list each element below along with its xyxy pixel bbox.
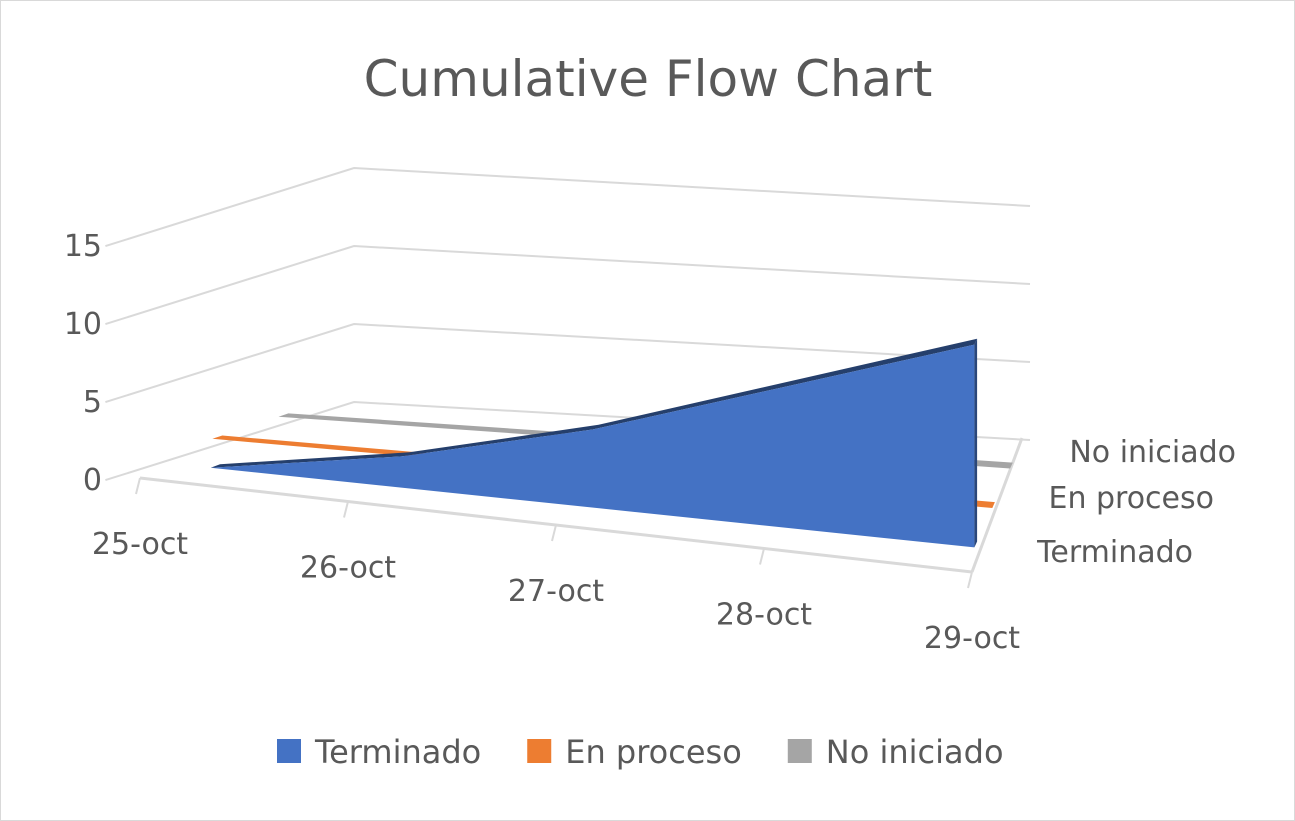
- front-series: [210, 338, 978, 548]
- y-axis-ticks: 0 5 10 15: [64, 229, 102, 498]
- series-area-terminado: [210, 344, 975, 548]
- legend-swatch: [527, 739, 552, 763]
- x-tick-label: 28-oct: [716, 598, 812, 633]
- legend-label: No iniciado: [826, 733, 1004, 771]
- x-tick-mark: [551, 524, 557, 542]
- legend-swatch: [787, 739, 812, 763]
- x-tick-label: 29-oct: [924, 621, 1020, 656]
- floor-axis: [135, 437, 1024, 589]
- x-tick-mark: [343, 501, 349, 518]
- x-tick-label: 26-oct: [300, 551, 396, 586]
- x-tick-label: 27-oct: [508, 574, 604, 609]
- legend-swatch: [277, 739, 301, 763]
- y-tick-label: 0: [83, 463, 102, 498]
- depth-label: Terminado: [1036, 535, 1193, 570]
- y-tick-label: 10: [64, 307, 102, 342]
- x-tick-mark: [759, 548, 765, 565]
- depth-label: En proceso: [1048, 481, 1214, 516]
- y-tick-label: 15: [64, 229, 102, 264]
- x-tick-mark: [967, 571, 973, 589]
- x-axis-ticks: 25-oct 26-oct 27-oct 28-oct 29-oct: [92, 527, 1020, 656]
- depth-axis-labels: No iniciado En proceso Terminado: [1036, 435, 1236, 570]
- legend: Terminado En proceso No iniciado: [277, 733, 1004, 771]
- legend-label: Terminado: [314, 733, 481, 771]
- series-edge-terminado: [974, 338, 978, 548]
- gridline: [105, 166, 1031, 248]
- x-tick-label: 25-oct: [92, 527, 188, 562]
- chart-title: Cumulative Flow Chart: [364, 50, 933, 108]
- depth-axis-line: [970, 437, 1024, 573]
- x-tick-mark: [135, 477, 141, 495]
- gridline: [105, 244, 1031, 326]
- gridline: [105, 322, 1031, 404]
- legend-label: En proceso: [565, 733, 742, 771]
- depth-label: No iniciado: [1069, 435, 1236, 470]
- y-tick-label: 5: [83, 385, 102, 420]
